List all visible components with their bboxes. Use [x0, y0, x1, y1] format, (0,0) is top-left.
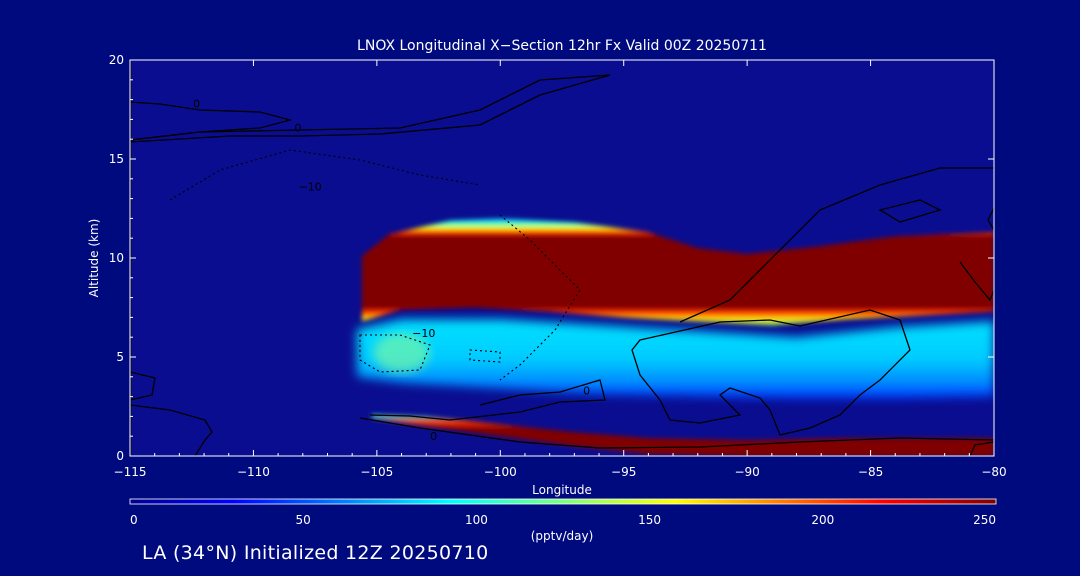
contour-line [878, 199, 942, 223]
contour-line [631, 309, 911, 436]
contour-line [130, 404, 213, 456]
colorbar-tick-label: 150 [638, 513, 661, 527]
contour-label: 0 [193, 98, 200, 111]
x-tick-label: −95 [611, 465, 636, 479]
x-tick-label: −110 [237, 465, 270, 479]
colorbar-tick-label: 100 [465, 513, 488, 527]
contour-label: −10 [412, 327, 435, 340]
contour-labels: 0 0 0 0 −10 −10 [193, 98, 590, 444]
y-tick-label: 15 [109, 152, 124, 166]
contour-line [359, 417, 994, 449]
colorbar-ticks: 0 50 100 150 200 250 [130, 513, 996, 527]
x-tick-label: −90 [734, 465, 759, 479]
chart-title: LNOX Longitudinal X−Section 12hr Fx Vali… [357, 38, 767, 54]
contour-label: 0 [294, 121, 301, 134]
colorbar-tick-label: 250 [973, 513, 996, 527]
x-tick-label: −105 [360, 465, 393, 479]
field-patch [373, 333, 430, 374]
contour-line [359, 334, 431, 373]
colorbar-gradient [130, 499, 996, 504]
plot-area: 0 0 0 0 −10 −10 [130, 60, 994, 456]
y-tick-label: 10 [109, 251, 124, 265]
x-tick-label: −80 [981, 465, 1006, 479]
y-tick-label: 20 [109, 53, 124, 67]
colorbar-tick-label: 0 [130, 513, 138, 527]
y-tick-label: 0 [116, 449, 124, 463]
colorbar-frame [129, 498, 997, 505]
field-layer-upper-core [362, 218, 994, 326]
contour-line [169, 149, 481, 201]
contour-label: −10 [299, 181, 322, 194]
contour-line [469, 349, 501, 363]
field-layer-surface-layer [371, 414, 994, 456]
footer-caption: LA (34°N) Initialized 12Z 20250710 [142, 542, 489, 564]
contour-line [679, 167, 994, 323]
field-layers [357, 218, 994, 456]
x-axis-label: Longitude [532, 483, 592, 497]
contour-label: 0 [430, 430, 437, 443]
colorbar-tick-label: 50 [296, 513, 311, 527]
contours [130, 60, 994, 456]
contour-line [499, 214, 581, 381]
y-tick-label: 5 [116, 350, 124, 364]
colorbar-tick-label: 200 [811, 513, 834, 527]
contour-line [987, 207, 994, 231]
contour-line [959, 261, 994, 302]
colorbar-label: (pptv/day) [531, 529, 594, 543]
x-axis: −115 −110 −105 −100 −95 −90 −85 −80 [114, 60, 1007, 479]
y-axis: 0 5 10 15 20 [109, 53, 994, 463]
y-axis-label: Altitude (km) [87, 219, 101, 298]
x-tick-label: −100 [484, 465, 517, 479]
contour-line [130, 371, 156, 401]
contour-label: 0 [583, 385, 590, 398]
x-tick-label: −115 [114, 465, 147, 479]
contour-line [969, 441, 994, 456]
contour-line [130, 74, 611, 143]
contour-line [369, 379, 606, 421]
colorbar: 0 50 100 150 200 250 (pptv/day) [129, 498, 997, 543]
dotted-contours [169, 149, 581, 381]
field-layer-mid-layer [357, 319, 994, 399]
x-tick-label: −85 [858, 465, 883, 479]
